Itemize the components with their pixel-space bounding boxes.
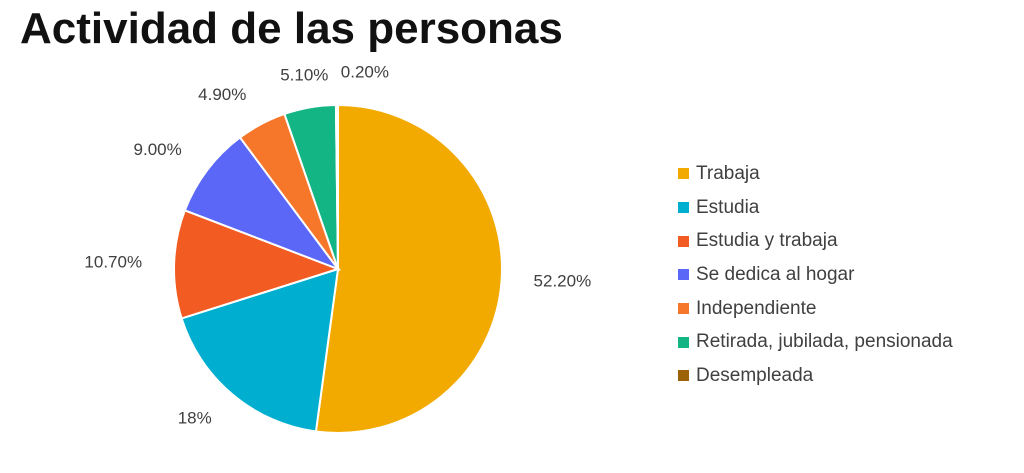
legend-item-estudia: Estudia [678,191,953,225]
legend-item-independiente: Independiente [678,292,953,326]
pie-slice-trabaja [314,103,503,434]
pie-slices [173,103,503,434]
legend-item-desempleada: Desempleada [678,359,953,393]
legend: Trabaja Estudia Estudia y trabaja Se dedica… [678,157,953,393]
legend-label: Estudia y trabaja [696,230,838,252]
legend-swatch [678,168,689,180]
pie-slice-estudia-y-trabaja [173,209,342,320]
pie-slice-desempleada [334,103,339,270]
pie-slice-se-dedica-al-hogar [183,136,341,272]
data-label-independiente: 4.90% [198,85,246,104]
data-label-estudia: 18% [178,408,212,427]
legend-item-se-dedica-al-hogar: Se dedica al hogar [678,258,953,292]
legend-item-retirada-jubilada-pensionada: Retirada, jubilada, pensionada [678,325,953,359]
legend-label: Trabaja [696,162,760,184]
chart-title: Actividad de las personas [20,4,563,53]
legend-label: Estudia [696,196,760,218]
legend-swatch [678,269,689,281]
legend-label: Desempleada [696,364,814,386]
legend-label: Independiente [696,297,817,319]
legend-swatch [678,202,689,214]
data-label-desempleada: 0.20% [341,62,389,81]
data-label-se-dedica-al-hogar: 9.00% [134,140,182,159]
data-label-estudia-y-trabaja: 10.70% [84,253,142,272]
legend-swatch [678,235,689,247]
legend-swatch [678,303,689,315]
data-label-retirada-jubilada-pensionada: 5.10% [280,65,328,84]
legend-label: Se dedica al hogar [696,263,855,285]
legend-item-trabaja: Trabaja [678,157,953,191]
legend-swatch [678,336,689,348]
legend-swatch [678,370,689,382]
legend-label: Retirada, jubilada, pensionada [696,331,953,353]
data-label-trabaja: 52.20% [534,272,592,291]
pie-slice-estudia [180,267,340,433]
pie-labels: 52.20% 18% 10.70% 9.00% 4.90% 5.10% 0.20% [84,62,591,427]
legend-item-estudia-y-trabaja: Estudia y trabaja [678,224,953,258]
